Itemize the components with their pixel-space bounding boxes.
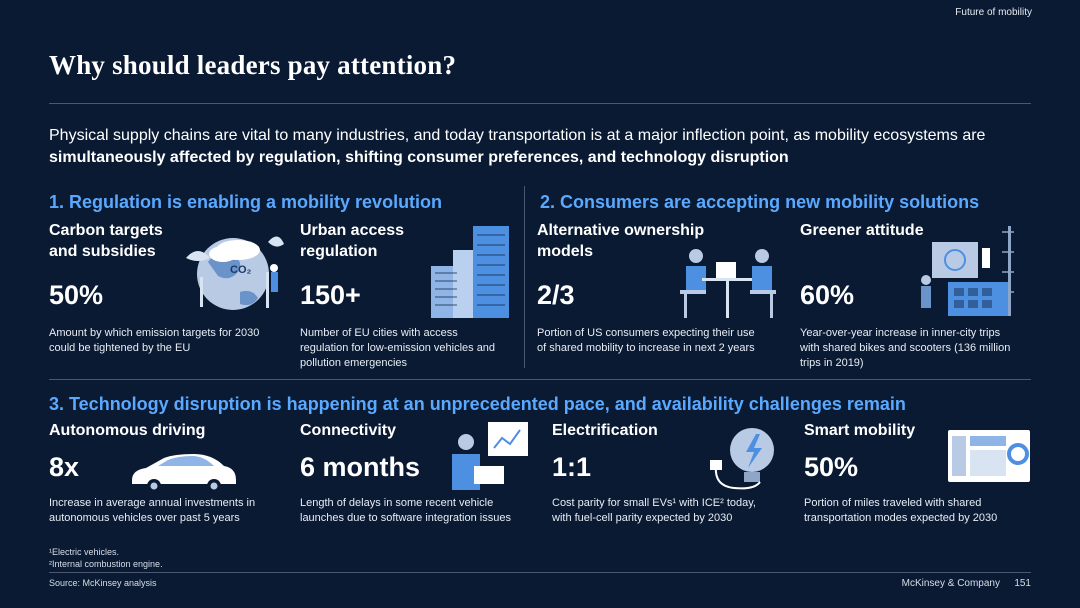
intro-text: Physical supply chains are vital to many…: [49, 125, 1039, 169]
source-note: Source: McKinsey analysis: [49, 578, 157, 588]
card-connectivity-desc-line2: launches due to software integration iss…: [300, 512, 511, 524]
card-carbon-desc-line2: could be tightened by the EU: [49, 342, 191, 354]
card-autonomous-value: 8x: [49, 452, 80, 482]
card-connectivity-value: 6 months: [300, 452, 421, 482]
card-carbon-title-line2: and subsidies: [49, 243, 156, 260]
card-connectivity-desc: Length of delays in some recent vehicle …: [300, 496, 511, 526]
footnote-2: ²Internal combustion engine.: [49, 559, 163, 569]
card-smart-desc-line2: transportation modes expected by 2030: [804, 512, 998, 524]
card-urban-desc: Number of EU cities with access regulati…: [300, 326, 495, 371]
card-autonomous-title: Autonomous driving: [49, 422, 206, 439]
card-smart-desc-line1: Portion of miles traveled with shared: [804, 497, 982, 509]
section3-divider: [49, 379, 1031, 380]
card-greener-value: 60%: [800, 280, 855, 310]
card-carbon-desc-line1: Amount by which emission targets for 203…: [49, 327, 260, 339]
card-electrification-desc: Cost parity for small EVs¹ with ICE² tod…: [552, 496, 756, 526]
card-carbon-value: 50%: [49, 280, 104, 310]
card-carbon-title-line1: Carbon targets: [49, 222, 163, 239]
section-vertical-divider: [524, 186, 525, 368]
card-autonomous-desc-line2: autonomous vehicles over past 5 years: [49, 512, 240, 524]
card-electrification-value: 1:1: [552, 452, 592, 482]
earth-co2-icon: CO₂: [186, 236, 284, 310]
co2-label: CO₂: [230, 264, 252, 276]
card-greener-desc-line2: with shared bikes and scooters (136 mill…: [800, 342, 1011, 354]
card-ownership-desc-line1: Portion of US consumers expecting their …: [537, 327, 755, 339]
city-buildings-icon: [431, 226, 509, 318]
card-connectivity-desc-line1: Length of delays in some recent vehicle: [300, 497, 494, 509]
card-urban-value: 150+: [300, 280, 361, 310]
section3-heading: 3. Technology disruption is happening at…: [49, 394, 906, 414]
people-at-desk-icon: [680, 249, 776, 318]
footer-divider: [49, 572, 1031, 573]
card-connectivity-title: Connectivity: [300, 422, 397, 439]
card-greener-title: Greener attitude: [800, 220, 924, 241]
card-electrification-desc-line1: Cost parity for small EVs¹ with ICE² tod…: [552, 497, 756, 509]
dashboard-screen-icon: [948, 430, 1030, 482]
footnotes: ¹Electric vehicles. ²Internal combustion…: [49, 546, 163, 570]
card-greener-desc: Year-over-year increase in inner-city tr…: [800, 326, 1010, 371]
card-smart-value: 50%: [804, 452, 859, 482]
card-urban-title-line2: regulation: [300, 243, 378, 260]
title-divider: [49, 103, 1031, 104]
card-ownership-title: Alternative ownership models: [537, 220, 704, 262]
card-ownership-value: 2/3: [537, 280, 575, 310]
card-greener-title-line1: Greener attitude: [800, 222, 924, 239]
footnote-1: ¹Electric vehicles.: [49, 547, 120, 557]
card-electrification-title: Electrification: [552, 422, 658, 439]
page-title: Why should leaders pay attention?: [49, 50, 457, 80]
card-smart-title: Smart mobility: [804, 422, 916, 439]
card-urban-desc-line3: pollution emergencies: [300, 357, 408, 369]
card-autonomous-desc: Increase in average annual investments i…: [49, 496, 255, 526]
section1-heading: 1. Regulation is enabling a mobility rev…: [49, 192, 443, 212]
intro-bold: simultaneously affected by regulation, s…: [49, 149, 789, 166]
header-tag: Future of mobility: [955, 7, 1032, 18]
recycling-factory-icon: [921, 226, 1014, 316]
lightbulb-plug-icon: [710, 428, 774, 490]
card-carbon-desc: Amount by which emission targets for 203…: [49, 326, 259, 356]
card-urban-title: Urban access regulation: [300, 220, 404, 262]
intro-plain: Physical supply chains are vital to many…: [49, 127, 986, 144]
card-ownership-desc-line2: of shared mobility to increase in next 2…: [537, 342, 755, 354]
card-urban-title-line1: Urban access: [300, 222, 405, 239]
card-electrification-desc-line2: with fuel-cell parity expected by 2030: [552, 512, 733, 524]
card-autonomous-desc-line1: Increase in average annual investments i…: [49, 497, 256, 509]
card-ownership-title-line2: models: [537, 243, 594, 260]
card-greener-desc-line1: Year-over-year increase in inner-city tr…: [800, 327, 1001, 339]
card-greener-desc-line3: trips in 2019): [800, 357, 864, 369]
card-ownership-desc: Portion of US consumers expecting their …: [537, 326, 755, 356]
company-name: McKinsey & Company: [901, 578, 1000, 589]
car-icon: [132, 454, 236, 493]
card-urban-desc-line2: regulation for low-emission vehicles and: [300, 342, 496, 354]
card-carbon-title: Carbon targets and subsidies: [49, 220, 163, 262]
card-urban-desc-line1: Number of EU cities with access: [300, 327, 458, 339]
person-with-chart-icon: [452, 422, 528, 490]
page-number: 151: [1014, 578, 1031, 589]
card-ownership-title-line1: Alternative ownership: [537, 222, 705, 239]
card-smart-desc: Portion of miles traveled with shared tr…: [804, 496, 997, 526]
section2-heading: 2. Consumers are accepting new mobility …: [540, 192, 980, 212]
